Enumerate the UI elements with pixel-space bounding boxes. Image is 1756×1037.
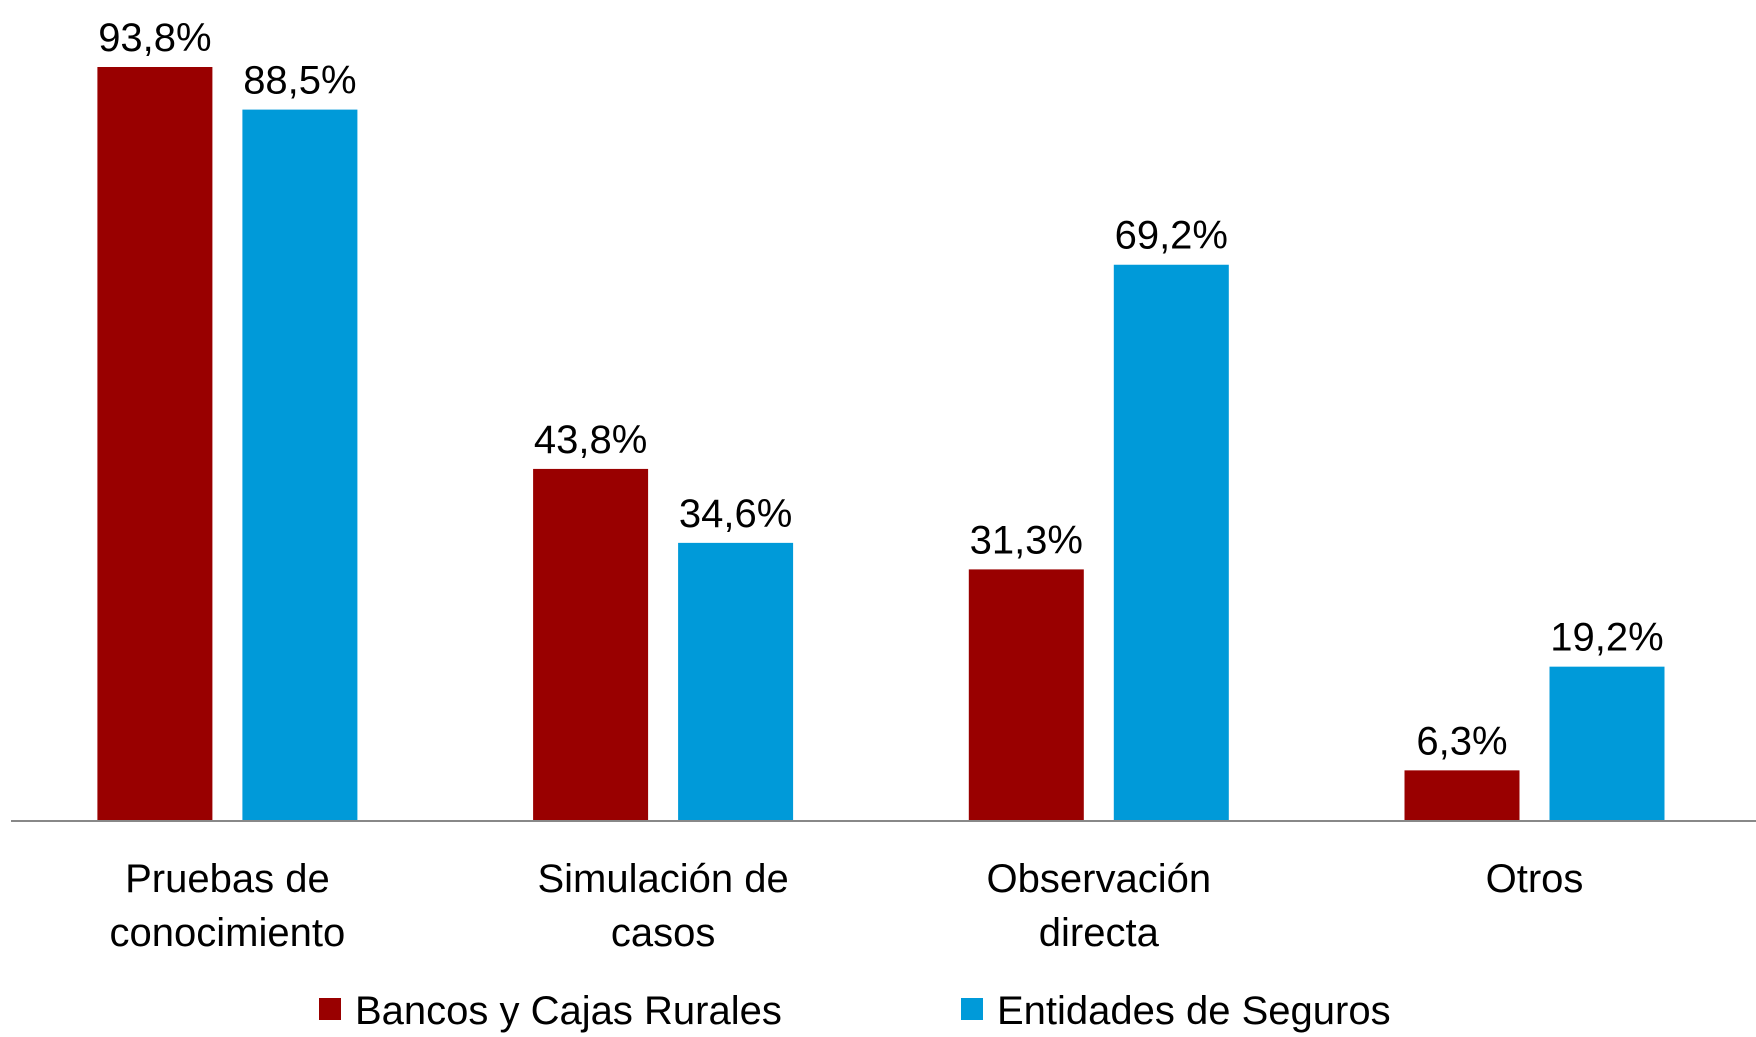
bar	[678, 542, 794, 821]
x-tick-label: Observación directa	[986, 857, 1212, 955]
bar	[533, 468, 649, 821]
value-label: 93,8%	[98, 16, 211, 60]
x-tick-label: Pruebas de conocimiento	[109, 857, 346, 955]
value-label: 34,6%	[679, 492, 792, 536]
value-label: 31,3%	[970, 518, 1083, 562]
x-tick-label: Simulación de casos	[537, 857, 789, 955]
value-label: 43,8%	[534, 418, 647, 462]
value-label: 69,2%	[1115, 214, 1228, 258]
value-label: 88,5%	[243, 59, 356, 103]
legend-label: Bancos y Cajas Rurales	[355, 989, 782, 1033]
legend-swatch	[319, 998, 341, 1020]
bar	[242, 109, 358, 822]
bar	[1404, 770, 1520, 821]
x-tick-label: Otros	[1485, 857, 1584, 901]
bar	[968, 569, 1084, 821]
bar	[1549, 666, 1665, 821]
bar	[1113, 264, 1229, 821]
value-label: 19,2%	[1550, 616, 1663, 660]
legend-swatch	[961, 998, 983, 1020]
value-label: 6,3%	[1416, 719, 1507, 763]
legend-label: Entidades de Seguros	[997, 989, 1391, 1033]
bar	[97, 67, 213, 821]
